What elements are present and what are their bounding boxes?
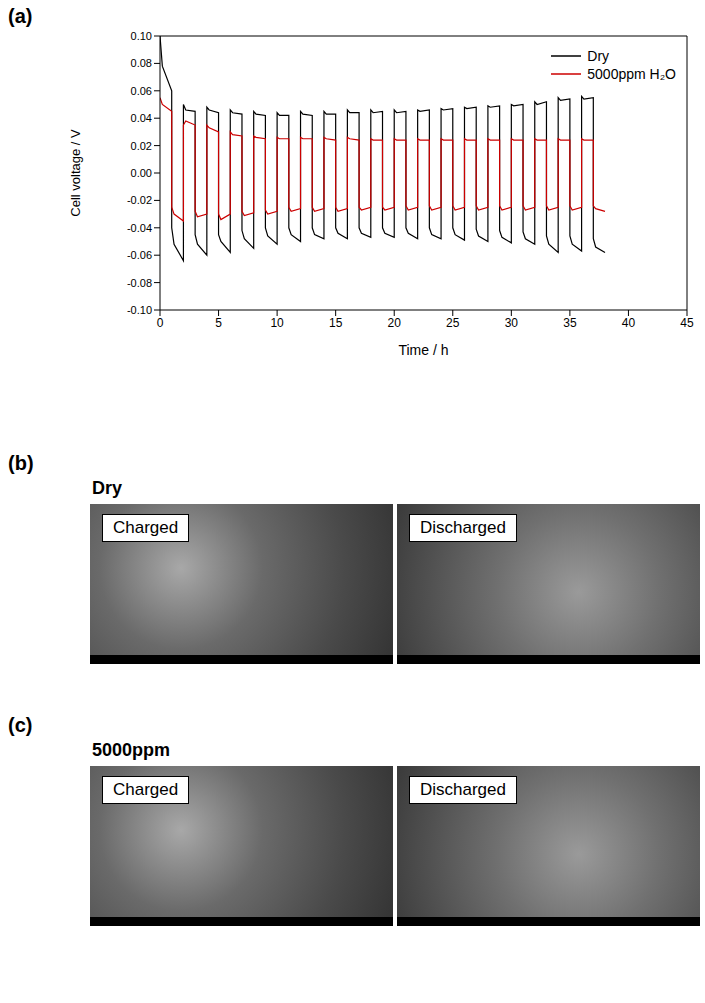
svg-text:0.06: 0.06 xyxy=(131,85,152,97)
svg-text:-0.02: -0.02 xyxy=(127,194,152,206)
svg-text:5: 5 xyxy=(215,316,222,330)
svg-text:40: 40 xyxy=(622,316,636,330)
svg-text:0.00: 0.00 xyxy=(131,167,152,179)
svg-text:0.10: 0.10 xyxy=(131,30,152,42)
svg-text:0.02: 0.02 xyxy=(131,140,152,152)
svg-text:-0.10: -0.10 xyxy=(127,304,152,316)
html-text:(b): (b) xyxy=(8,452,34,474)
svg-text:20: 20 xyxy=(388,316,402,330)
svg-text:45: 45 xyxy=(680,316,694,330)
svg-text:0.08: 0.08 xyxy=(131,57,152,69)
html-text:Charged: Charged xyxy=(113,518,179,537)
svg-text:-0.06: -0.06 xyxy=(127,249,152,261)
html-text:Dry: Dry xyxy=(587,48,610,64)
html-text:Dry: Dry xyxy=(92,478,122,498)
svg-text:Cell voltage / V: Cell voltage / V xyxy=(68,129,83,217)
svg-text:25: 25 xyxy=(446,316,460,330)
svg-text:Time / h: Time / h xyxy=(398,342,448,358)
svg-text:0.04: 0.04 xyxy=(131,112,152,124)
html-text:Charged: Charged xyxy=(113,780,179,799)
html-text:(a): (a) xyxy=(8,5,33,27)
svg-text:0: 0 xyxy=(157,316,164,330)
html-text:Discharged: Discharged xyxy=(420,780,506,799)
svg-text:15: 15 xyxy=(329,316,343,330)
svg-text:-0.08: -0.08 xyxy=(127,277,152,289)
html-text:Discharged: Discharged xyxy=(420,518,506,537)
svg-text:10: 10 xyxy=(270,316,284,330)
svg-text:-0.04: -0.04 xyxy=(127,222,152,234)
html-text:(c): (c) xyxy=(8,714,33,736)
svg-text:30: 30 xyxy=(505,316,519,330)
html-text:5000ppm H₂O: 5000ppm H₂O xyxy=(587,66,676,82)
html-text:5000ppm: 5000ppm xyxy=(92,740,170,760)
svg-text:35: 35 xyxy=(563,316,577,330)
